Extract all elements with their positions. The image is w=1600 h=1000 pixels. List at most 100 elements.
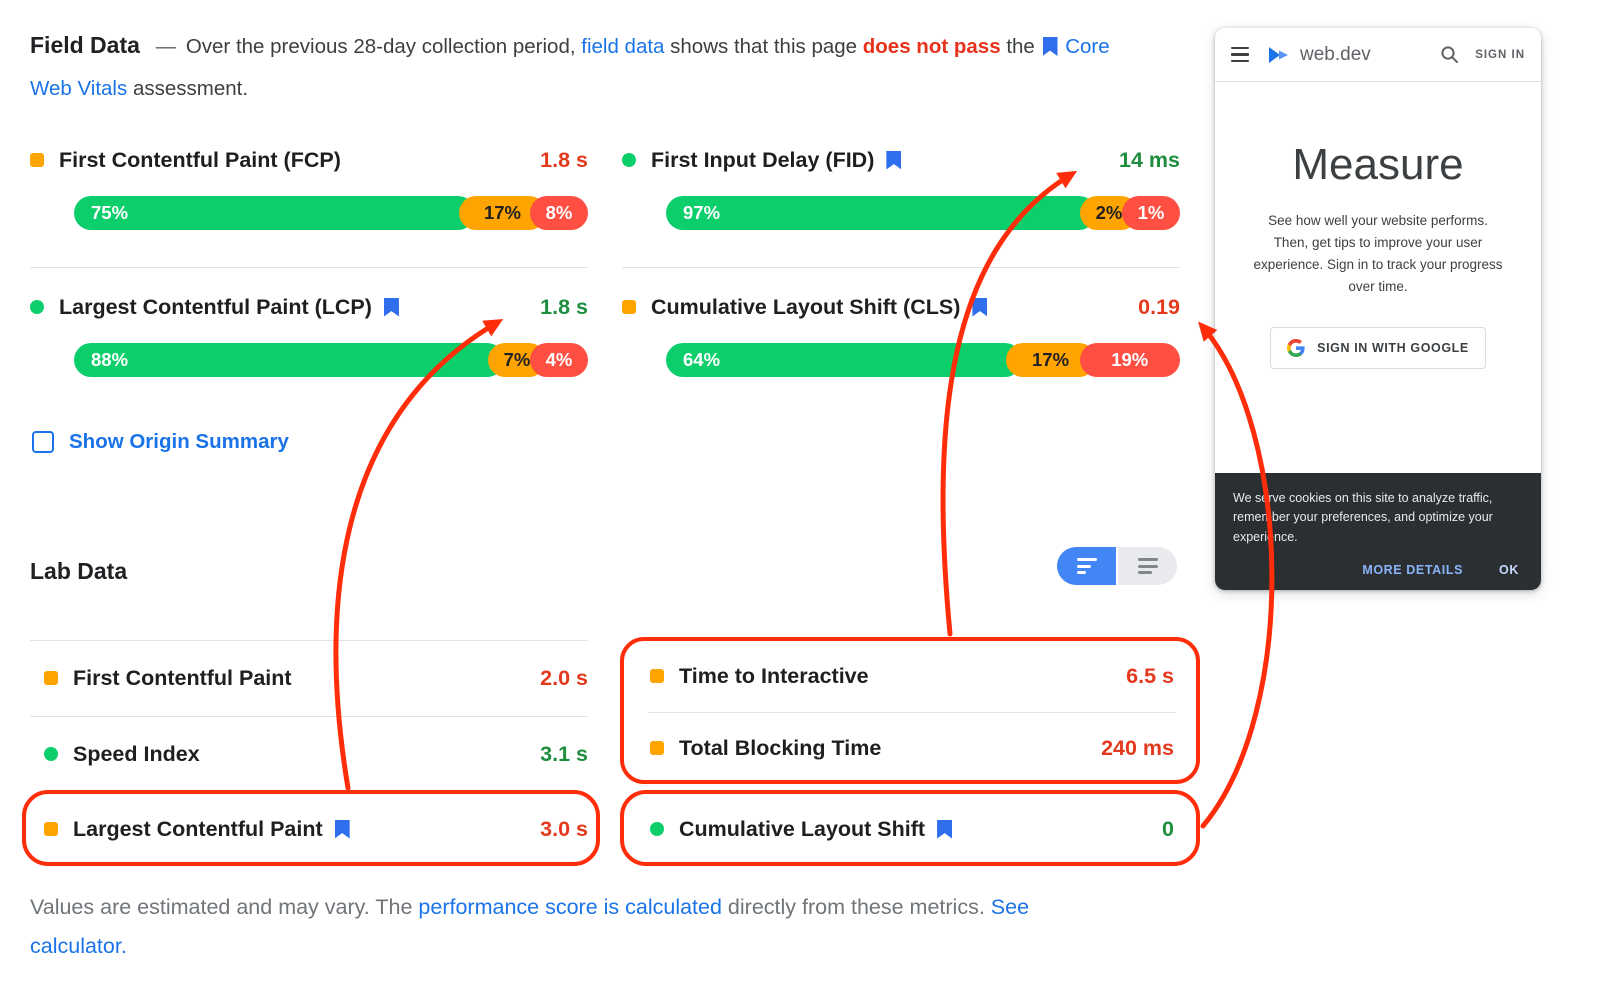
origin-summary-checkbox[interactable] [32,431,54,453]
divider [30,267,588,268]
distribution-bar: 97% 2% 1% [666,196,1180,230]
orange-square-icon [44,822,58,836]
metric-value: 1.8 s [540,294,588,319]
bookmark-icon [1042,37,1058,56]
divider [30,640,588,641]
footer-text: Values are estimated and may vary. The [30,895,413,919]
sign-in-link[interactable]: SIGN IN [1475,48,1525,61]
metric-label: First Input Delay (FID) [651,147,875,172]
distribution-bar: 88% 7% 4% [74,343,588,377]
metric-value: 0 [1162,816,1174,841]
bar-segment-green: 88% [74,343,504,377]
metric-value: 3.1 s [540,741,588,766]
webdev-phone-mockup: web.dev SIGN IN Measure See how well you… [1215,28,1541,590]
footer-note: Values are estimated and may vary. The p… [30,888,1050,965]
distribution-bar: 64% 17% 19% [666,343,1181,377]
metric-head: Largest Contentful Paint (LCP) 1.8 s [30,285,588,329]
metric-value: 0.19 [1138,294,1180,319]
arrow-tti-to-fid [940,170,1078,637]
phone-body: Measure See how well your website perfor… [1215,140,1541,370]
cookie-text: We serve cookies on this site to analyze… [1233,490,1493,544]
green-circle-icon [650,822,664,836]
bookmark-icon [972,297,988,317]
field-metric-lcp: Largest Contentful Paint (LCP) 1.8 s 88%… [30,285,588,377]
intro-text: Over the previous 28-day collection peri… [185,35,576,58]
bookmark-icon [886,150,902,170]
lab-metric-speed-index: Speed Index 3.1 s [30,716,588,792]
webdev-logo-icon [1269,46,1288,63]
measure-heading: Measure [1292,140,1464,189]
metric-label: Cumulative Layout Shift [679,816,926,841]
performance-score-link[interactable]: performance score is calculated [418,895,722,919]
google-g-icon [1287,339,1305,358]
sign-in-with-google-button[interactable]: SIGN IN WITH GOOGLE [1270,327,1486,370]
expanded-view-button[interactable] [1118,547,1177,585]
metric-label: First Contentful Paint [73,665,292,690]
metric-label: First Contentful Paint (FCP) [59,147,341,172]
metric-label: Largest Contentful Paint [73,816,323,841]
google-button-label: SIGN IN WITH GOOGLE [1317,341,1469,356]
distribution-bar: 75% 17% 8% [74,196,588,230]
view-toggle [1057,547,1177,585]
bar-segment-red: 1% [1122,196,1180,230]
bookmark-icon [383,297,399,317]
orange-square-icon [44,671,58,685]
bookmark-icon [937,819,953,839]
green-circle-icon [30,300,44,314]
intro-text: shows that this page [670,35,858,58]
show-origin-summary[interactable]: Show Origin Summary [32,430,289,454]
metric-head: First Input Delay (FID) 14 ms [622,138,1180,182]
metric-head: First Contentful Paint (FCP) 1.8 s [30,138,588,182]
divider [648,712,1176,713]
field-data-link[interactable]: field data [581,35,665,58]
intro-text: assessment. [132,77,249,100]
metric-head: Cumulative Layout Shift (CLS) 0.19 [622,285,1180,329]
metric-value: 240 ms [1101,735,1174,760]
bookmark-icon [334,819,350,839]
phone-header: web.dev SIGN IN [1215,28,1541,82]
field-metric-fid: First Input Delay (FID) 14 ms 97% 2% 1% [622,138,1180,230]
dash: — [155,35,177,58]
ok-button[interactable]: OK [1499,563,1519,577]
orange-square-icon [650,741,664,755]
bar-segment-red: 4% [530,343,588,377]
bar-segment-green: 97% [666,196,1096,230]
orange-square-icon [30,153,44,167]
metric-value: 6.5 s [1126,663,1174,688]
does-not-pass-text: does not pass [862,35,1001,58]
metric-label: Largest Contentful Paint (LCP) [59,294,372,319]
expanded-view-icon [1137,558,1158,574]
origin-summary-label: Show Origin Summary [69,430,289,453]
metric-label: Time to Interactive [679,663,869,688]
webdev-brand[interactable]: web.dev [1265,44,1371,66]
lab-metric-cls: Cumulative Layout Shift 0 [622,792,1180,866]
field-metric-cls: Cumulative Layout Shift (CLS) 0.19 64% 17… [622,285,1181,377]
divider [30,716,588,717]
field-metric-fcp: First Contentful Paint (FCP) 1.8 s 75% 17… [30,138,588,230]
brand-name: web.dev [1300,43,1371,65]
dense-view-button[interactable] [1057,547,1116,585]
bar-segment-red: 19% [1079,343,1181,377]
metric-value: 14 ms [1119,147,1180,172]
orange-square-icon [622,300,636,314]
lab-data-title: Lab Data [30,558,128,584]
orange-square-icon [650,669,664,683]
metric-value: 2.0 s [540,665,588,690]
dense-view-icon [1076,558,1097,574]
bar-segment-green: 64% [666,343,1022,377]
metric-label: Speed Index [73,741,200,766]
see-calculator-link[interactable]: See calculator. [30,895,1030,958]
core-web-vitals-link[interactable]: Core Web Vitals [30,35,1110,100]
metric-label: Total Blocking Time [679,735,882,760]
footer-text: directly from these metrics. [727,895,985,919]
search-icon[interactable] [1440,45,1459,64]
field-data-title: Field Data [30,32,140,58]
metric-label: Cumulative Layout Shift (CLS) [651,294,961,319]
bar-segment-red: 8% [530,196,588,230]
more-details-button[interactable]: MORE DETAILS [1362,563,1464,577]
metric-value: 1.8 s [540,147,588,172]
bar-segment-green: 75% [74,196,475,230]
green-circle-icon [622,153,636,167]
menu-icon[interactable] [1231,46,1249,63]
